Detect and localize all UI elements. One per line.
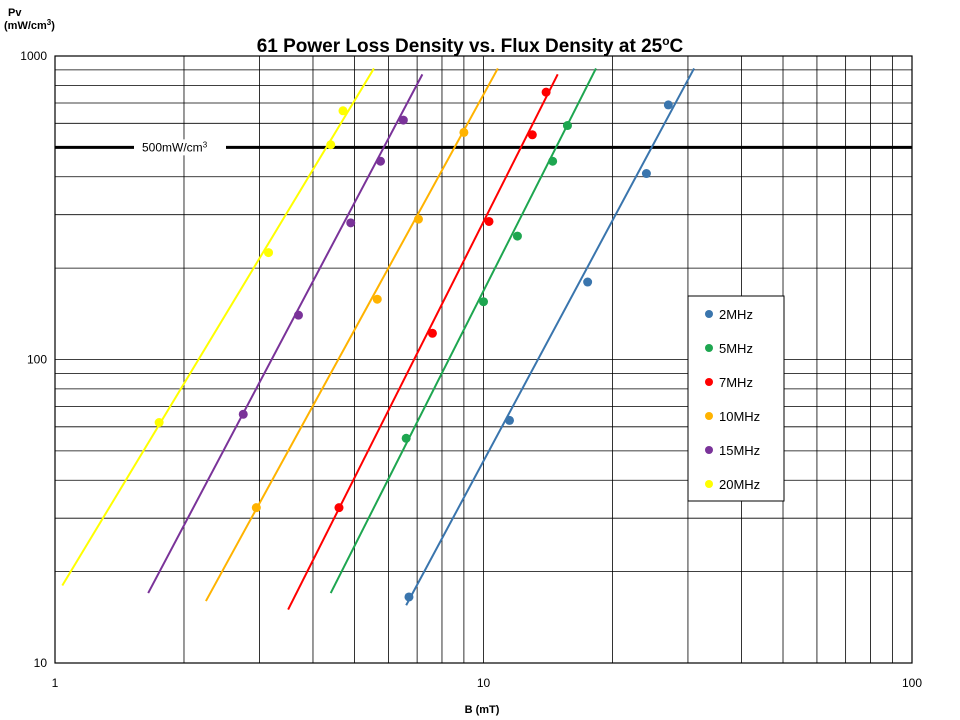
legend-marker-7MHz: [705, 378, 713, 386]
data-point-7MHz: [427, 328, 437, 338]
plot-frame: [54, 55, 913, 664]
data-point-20MHz: [264, 248, 274, 258]
data-point-7MHz: [334, 503, 344, 513]
data-point-15MHz: [238, 409, 248, 419]
data-point-2MHz: [641, 169, 651, 179]
data-point-20MHz: [154, 418, 164, 428]
legend-marker-2MHz: [705, 310, 713, 318]
x-tick-label: 10: [477, 676, 491, 690]
reference-label: 500mW/cm3: [142, 140, 208, 154]
y-axis-unit: (mW/cm3): [4, 18, 55, 32]
y-tick-label: 100: [27, 353, 47, 367]
data-point-15MHz: [293, 310, 303, 320]
data-point-15MHz: [398, 115, 408, 125]
data-point-7MHz: [527, 130, 537, 140]
legend: 2MHz 5MHz 7MHz 10MHz 15MHz 20MHz: [687, 295, 785, 502]
data-point-15MHz: [346, 218, 356, 228]
legend-label-10MHz: 10MHz: [719, 409, 760, 424]
data-point-10MHz: [372, 294, 382, 304]
data-point-20MHz: [338, 106, 348, 116]
data-point-5MHz: [512, 231, 522, 241]
y-axis-label: Pv: [8, 7, 22, 19]
data-point-5MHz: [562, 121, 572, 131]
x-tick-label: 1: [52, 676, 59, 690]
legend-label-5MHz: 5MHz: [719, 341, 753, 356]
data-point-7MHz: [484, 216, 494, 226]
legend-label-7MHz: 7MHz: [719, 375, 753, 390]
y-tick-label: 10: [34, 656, 48, 670]
legend-box: [687, 295, 785, 502]
x-tick-label: 100: [902, 676, 922, 690]
data-point-5MHz: [548, 156, 558, 166]
chart-title: 61 Power Loss Density vs. Flux Density a…: [257, 34, 684, 57]
legend-label-2MHz: 2MHz: [719, 307, 753, 322]
data-point-5MHz: [401, 433, 411, 443]
data-point-10MHz: [459, 127, 469, 137]
data-point-5MHz: [479, 297, 488, 307]
data-point-2MHz: [663, 100, 673, 110]
data-points: [154, 87, 673, 602]
data-point-20MHz: [326, 140, 336, 150]
legend-label-15MHz: 15MHz: [719, 443, 760, 458]
data-point-7MHz: [541, 87, 551, 97]
reference-label-bg: [134, 139, 226, 156]
legend-marker-20MHz: [705, 480, 713, 488]
legend-label-20MHz: 20MHz: [719, 477, 760, 492]
data-point-2MHz: [583, 277, 593, 287]
data-point-10MHz: [413, 214, 423, 224]
data-point-2MHz: [505, 415, 515, 425]
y-tick-label: 1000: [20, 49, 47, 63]
axis-ticks: 1 10 100 10 100 1000: [20, 49, 922, 690]
reference-line-500: 500mW/cm3: [55, 139, 912, 156]
trend-line-10MHz: [205, 67, 499, 602]
trend-line-20MHz: [61, 67, 375, 587]
x-axis-label: B (mT): [465, 704, 500, 716]
trend-line-2MHz: [405, 67, 695, 606]
data-point-15MHz: [376, 156, 386, 166]
data-point-10MHz: [251, 503, 261, 513]
legend-marker-5MHz: [705, 344, 713, 352]
legend-marker-10MHz: [705, 412, 713, 420]
trend-line-7MHz: [287, 73, 559, 611]
legend-marker-15MHz: [705, 446, 713, 454]
trend-line-5MHz: [329, 67, 597, 594]
data-point-2MHz: [404, 592, 414, 602]
